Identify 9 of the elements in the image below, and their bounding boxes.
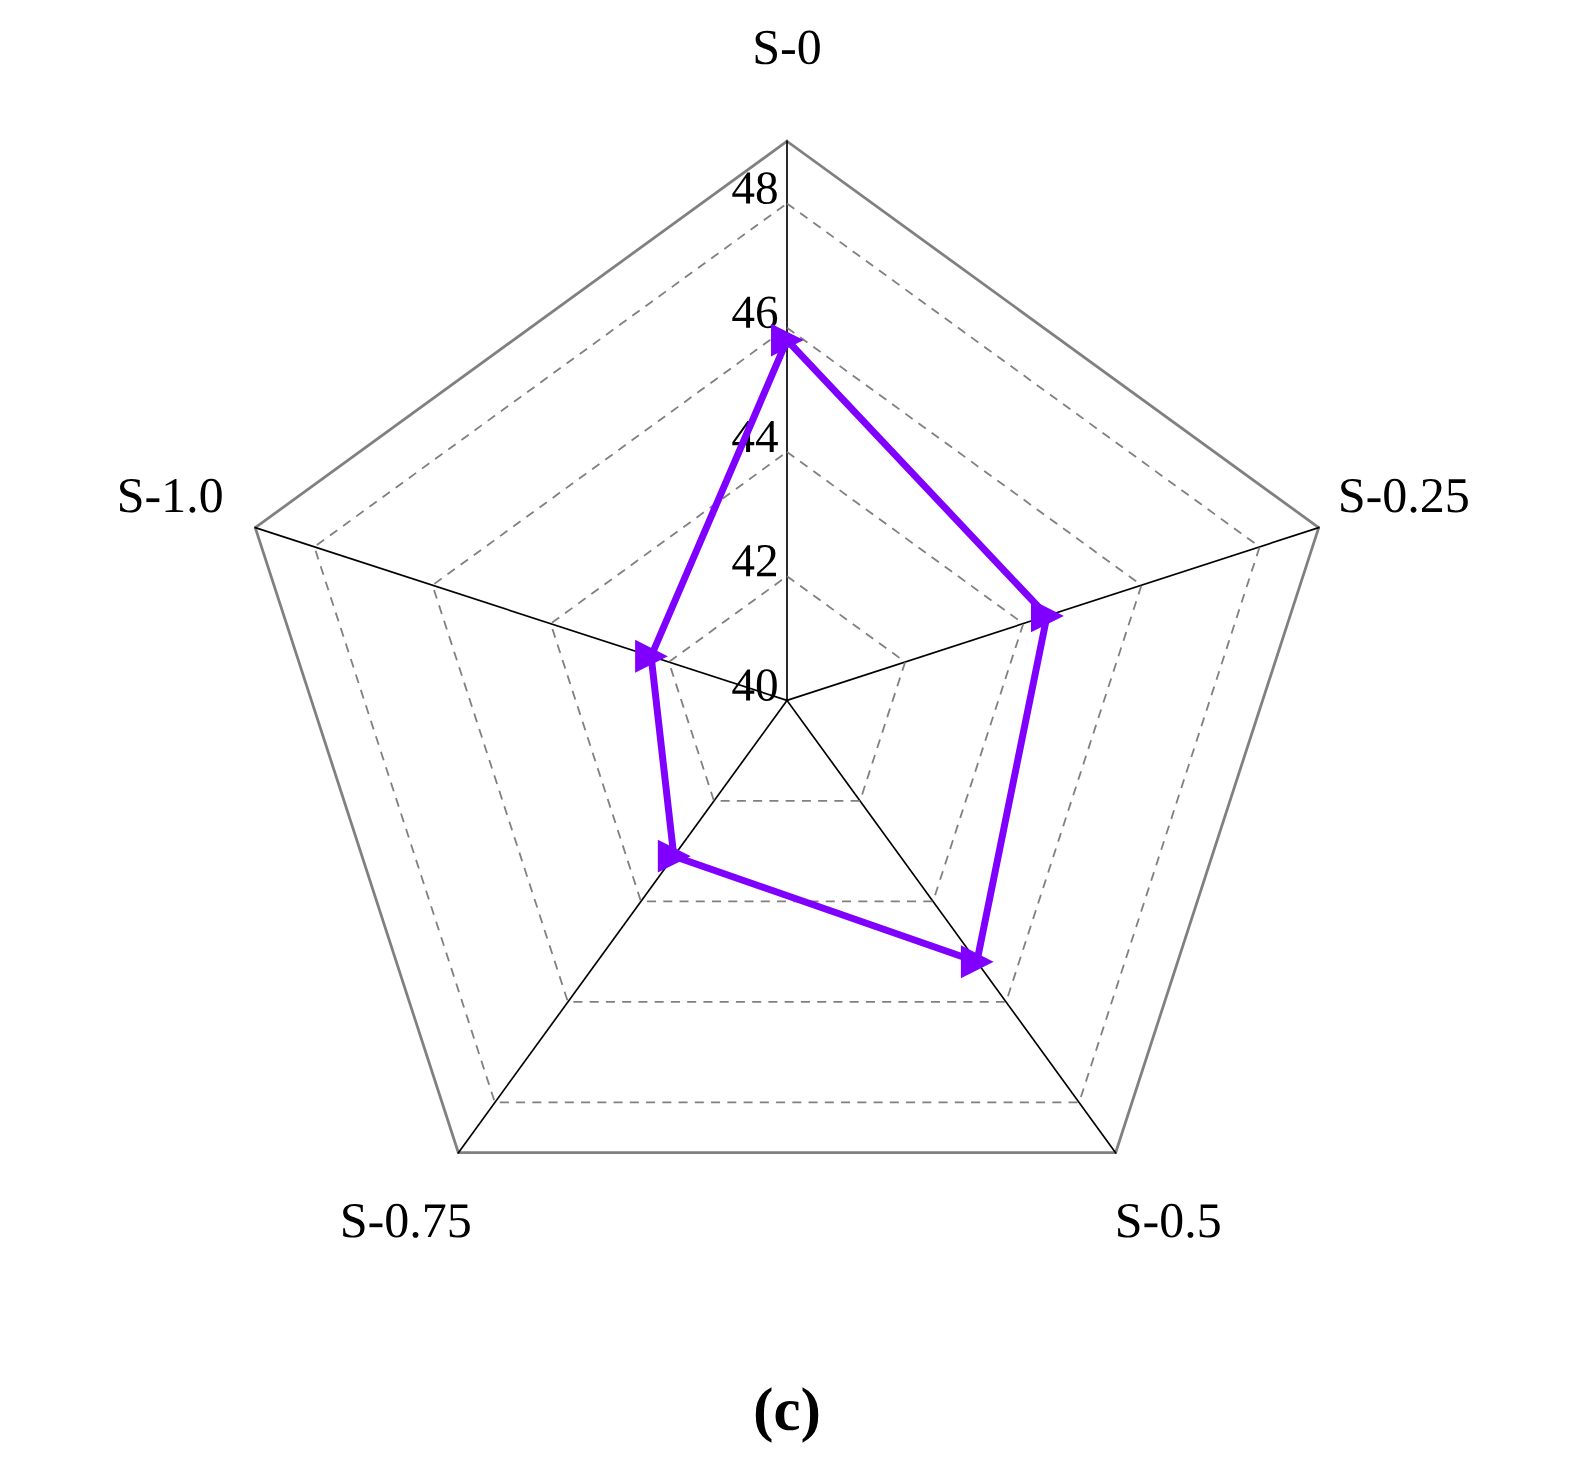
spoke-label: S-0 (755, 30, 820, 65)
spoke-label: S-1.0 (120, 478, 222, 513)
spoke-label: S-0.25 (1341, 478, 1468, 513)
text: (c) (755, 1387, 819, 1443)
y-tick-label: 46 (732, 296, 778, 329)
spoke-label: S-0.5 (1118, 1203, 1220, 1238)
spoke-label: S-0.75 (343, 1203, 470, 1238)
y-tick-label: 48 (732, 172, 777, 205)
y-tick-label: 42 (732, 545, 777, 577)
